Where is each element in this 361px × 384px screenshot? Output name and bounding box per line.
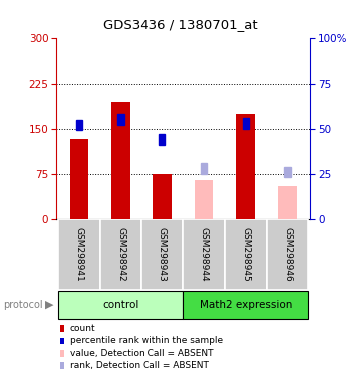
Text: rank, Detection Call = ABSENT: rank, Detection Call = ABSENT (70, 361, 208, 370)
Text: ▶: ▶ (44, 300, 53, 310)
Bar (142, 219, 183, 290)
Text: GSM298946: GSM298946 (283, 227, 292, 282)
Text: GSM298944: GSM298944 (200, 227, 209, 282)
Text: protocol: protocol (4, 300, 43, 310)
Text: GSM298941: GSM298941 (74, 227, 83, 282)
Bar (111, 101, 130, 219)
Bar (236, 114, 255, 219)
Bar (183, 291, 308, 319)
Bar (159, 134, 165, 145)
Bar (76, 120, 82, 131)
Bar (284, 167, 291, 177)
Text: control: control (103, 300, 139, 310)
Bar (183, 219, 225, 290)
Text: Math2 expression: Math2 expression (200, 300, 292, 310)
Bar (117, 114, 124, 125)
Text: value, Detection Call = ABSENT: value, Detection Call = ABSENT (70, 349, 213, 358)
Bar (243, 118, 249, 129)
Text: GSM298945: GSM298945 (241, 227, 250, 282)
Bar (195, 180, 213, 219)
Bar (201, 163, 207, 174)
Text: GSM298942: GSM298942 (116, 227, 125, 282)
Bar (225, 219, 267, 290)
Text: percentile rank within the sample: percentile rank within the sample (70, 336, 223, 346)
Text: GDS3436 / 1380701_at: GDS3436 / 1380701_at (103, 18, 258, 31)
Bar (58, 291, 183, 319)
Bar (58, 219, 100, 290)
Bar (70, 139, 88, 219)
Bar (267, 219, 308, 290)
Bar (278, 186, 297, 219)
Bar (100, 219, 142, 290)
Text: GSM298943: GSM298943 (158, 227, 167, 282)
Bar (153, 174, 172, 219)
Text: count: count (70, 324, 95, 333)
